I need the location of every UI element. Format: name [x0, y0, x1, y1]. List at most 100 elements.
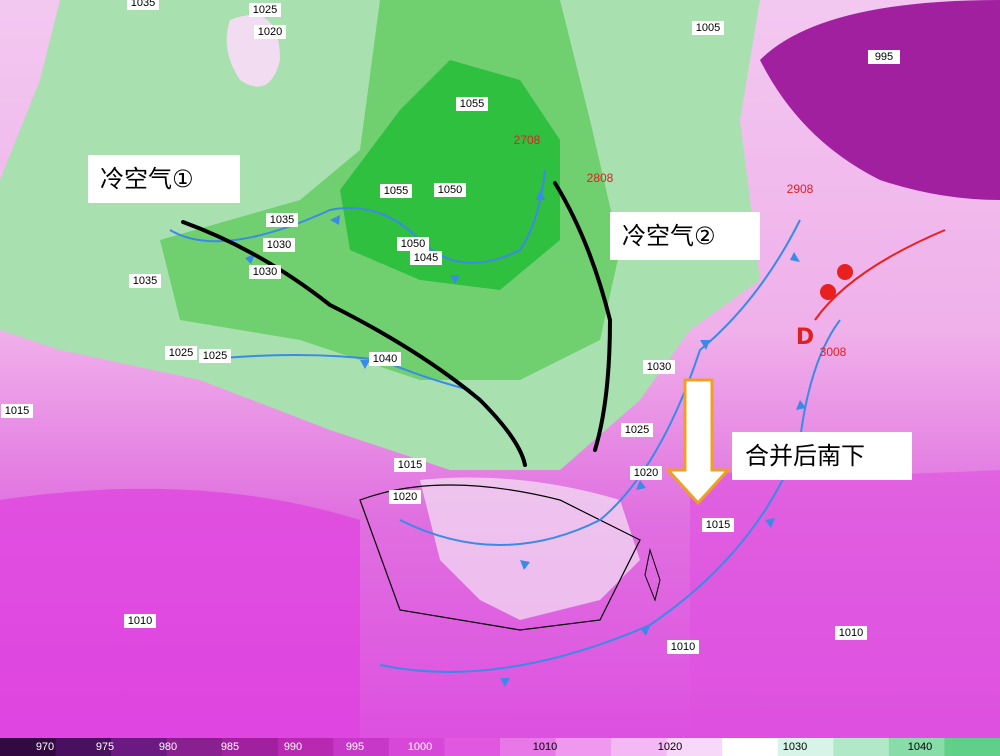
label-box — [254, 25, 286, 39]
callout-box — [88, 155, 240, 203]
label-box — [124, 614, 156, 628]
label-box — [835, 626, 867, 640]
colorbar-swatch — [944, 738, 1000, 756]
colorbar-label: 980 — [159, 741, 177, 753]
isobar-label: 1010 — [671, 641, 695, 653]
callout-box — [610, 212, 760, 260]
label-box — [397, 237, 429, 251]
label-box — [692, 21, 724, 35]
colorbar-swatch — [833, 738, 890, 756]
isobar-label: 1010 — [128, 615, 152, 627]
colorbar-label: 1000 — [408, 741, 432, 753]
label-box — [165, 346, 197, 360]
colorbar-label: 1020 — [658, 741, 682, 753]
callout-box — [732, 432, 912, 480]
isobar-label: 1050 — [401, 238, 425, 250]
front-triangles — [245, 190, 806, 687]
low-symbol: D — [796, 325, 814, 350]
label-box — [266, 213, 298, 227]
colorbar-swatch — [222, 738, 279, 756]
colorbar-label: 1030 — [783, 741, 807, 753]
label-box — [868, 50, 900, 64]
colorbar-swatch — [166, 738, 223, 756]
callout: 合并后南下 — [745, 442, 865, 470]
label-box — [249, 265, 281, 279]
low-area — [760, 0, 1000, 200]
isobar-label: 1025 — [253, 4, 277, 16]
label-box — [369, 352, 401, 366]
colorbar-label: 975 — [96, 741, 114, 753]
label-box — [630, 466, 662, 480]
isobar-label: 1025 — [169, 347, 193, 359]
colorbar-swatch — [333, 738, 390, 756]
label-box — [643, 360, 675, 374]
label-box — [702, 518, 734, 532]
south-arrow — [664, 378, 732, 506]
colorbar-swatch — [555, 738, 612, 756]
colorbar-swatch — [888, 738, 945, 756]
height-label: 2908 — [787, 182, 814, 196]
taiwan — [644, 548, 661, 602]
isobar-label: 1010 — [839, 627, 863, 639]
height-label: 2708 — [514, 133, 541, 147]
isobar-label: 1055 — [460, 98, 484, 110]
isobar-label: 1055 — [384, 185, 408, 197]
sea-area — [690, 470, 1000, 738]
colorbar-label: 995 — [346, 741, 364, 753]
label-box — [389, 490, 421, 504]
colorbar-swatch — [277, 738, 334, 756]
isobar-label: 1030 — [253, 266, 277, 278]
colorbar-swatch — [722, 738, 779, 756]
colorbar-label: 1010 — [533, 741, 557, 753]
label-box — [249, 3, 281, 17]
colorbar-label: 1040 — [908, 741, 932, 753]
label-box — [199, 349, 231, 363]
cold-fronts — [169, 169, 841, 673]
label-box — [1, 404, 33, 418]
isobar-label: 1030 — [647, 361, 671, 373]
isobar-label: 1040 — [373, 353, 397, 365]
isobar-label: 1045 — [414, 252, 438, 264]
callout: 冷空气② — [622, 222, 716, 250]
isobar-label: 1020 — [393, 491, 417, 503]
label-box — [380, 184, 412, 198]
isobar-label: 1015 — [398, 459, 422, 471]
label-box — [129, 274, 161, 288]
label-box — [456, 97, 488, 111]
callout: 冷空气① — [100, 165, 194, 193]
label-box — [394, 458, 426, 472]
colorbar: 970 975 980 985 990 995 1000 1010 1020 1030 1040 — [0, 738, 1000, 756]
colorbar-swatch — [666, 738, 723, 756]
isobar-label: 1020 — [634, 467, 658, 479]
labels: 1035 1025 1020 1005 995 1055 1055 1050 1035 1030 1… — [1, 0, 900, 654]
isobar-label: 1035 — [133, 275, 157, 287]
height-label: 2808 — [587, 171, 614, 185]
label-box — [434, 183, 466, 197]
colorbar-swatch — [111, 738, 168, 756]
warm-front-semicircles — [820, 264, 853, 300]
colorbar-label: 985 — [221, 741, 239, 753]
height-label: 3008 — [820, 345, 847, 359]
trough-lines — [181, 181, 613, 467]
colorbar-swatch — [777, 738, 834, 756]
label-box — [127, 0, 159, 10]
isobar-label: 1015 — [5, 405, 29, 417]
isobar-label: 1030 — [267, 239, 291, 251]
colorbar-swatch — [611, 738, 668, 756]
isobar-label: 1015 — [706, 519, 730, 531]
label-box — [621, 423, 653, 437]
isobar-label: 1020 — [258, 26, 282, 38]
isobar-label: 995 — [875, 51, 893, 63]
isobar-label: 1050 — [438, 184, 462, 196]
isobar-label: 1035 — [270, 214, 294, 226]
label-box — [667, 640, 699, 654]
high-center — [340, 60, 560, 290]
isobar-label: 1005 — [696, 22, 720, 34]
isobar-label: 1025 — [625, 424, 649, 436]
colorbar-swatch — [388, 738, 445, 756]
colorbar-label: 990 — [284, 741, 302, 753]
warm-front — [814, 229, 946, 321]
colorbar-swatch — [0, 738, 57, 756]
south-area — [0, 488, 360, 738]
